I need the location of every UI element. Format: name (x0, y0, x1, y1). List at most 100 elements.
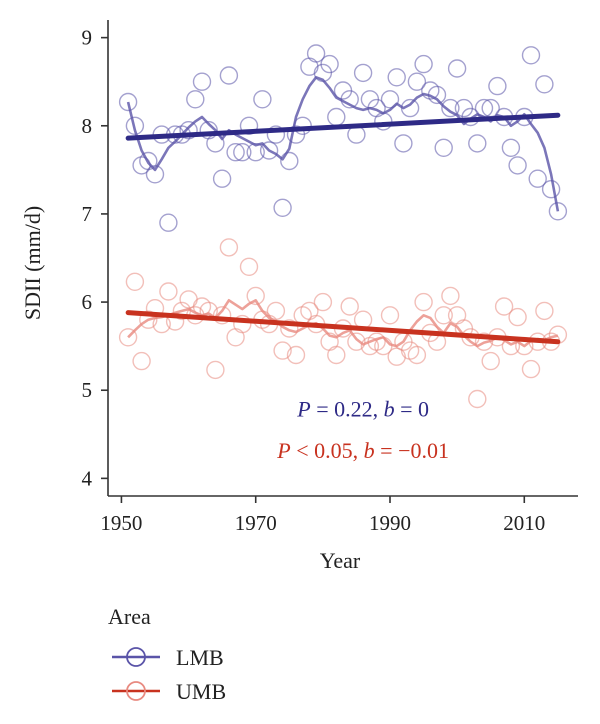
data-point-lmb (441, 98, 460, 118)
data-point-lmb (447, 59, 467, 78)
data-point-lmb (233, 142, 252, 162)
x-tick-label: 1970 (235, 511, 277, 535)
data-point-lmb (394, 134, 413, 153)
legend: Area LMB UMB (108, 604, 226, 704)
smoothed-line-lmb (126, 76, 560, 212)
data-point-umb (441, 286, 460, 306)
data-point-lmb (273, 198, 292, 218)
data-point-umb (447, 306, 467, 325)
data-point-lmb (179, 120, 198, 140)
legend-key-marker-umb (126, 681, 146, 701)
trend-line-umb (125, 310, 561, 345)
data-point-umb (313, 292, 333, 312)
data-point-lmb (306, 44, 326, 63)
data-point-lmb (253, 90, 272, 109)
data-point-lmb (320, 54, 339, 74)
y-tick-label: 4 (82, 466, 93, 490)
data-point-lmb (508, 156, 527, 175)
data-point-umb (280, 319, 299, 338)
data-point-umb (508, 307, 527, 327)
stat-annotation-1: P < 0.05, b = −0.01 (276, 438, 449, 463)
y-tick-label: 5 (82, 378, 93, 402)
stat-annotation-0: P = 0.22, b = 0 (296, 397, 429, 422)
data-point-lmb (535, 75, 554, 94)
data-point-lmb (468, 134, 487, 153)
data-point-lmb (414, 54, 433, 74)
axes: 1950 1970 1990 2010 4 5 6 7 8 9 (82, 20, 578, 535)
data-point-lmb (300, 57, 319, 76)
data-point-lmb (387, 68, 406, 87)
smoothed-line-umb (127, 298, 559, 348)
data-point-lmb (226, 142, 245, 162)
data-point-lmb (186, 90, 205, 109)
legend-item-lmb: LMB (112, 645, 224, 670)
data-point-umb (125, 272, 145, 291)
data-point-umb (233, 314, 252, 334)
data-point-umb (266, 301, 286, 321)
data-point-umb (239, 257, 259, 276)
data-point-lmb (528, 169, 547, 188)
data-point-lmb (280, 151, 299, 171)
series-lmb (118, 44, 568, 232)
data-point-umb (380, 306, 400, 325)
y-tick-label: 6 (82, 290, 93, 314)
data-point-umb (219, 238, 239, 257)
data-point-umb (132, 351, 151, 371)
legend-title: Area (108, 604, 151, 629)
data-point-lmb (374, 112, 393, 131)
data-point-lmb (145, 165, 165, 184)
data-point-umb (139, 310, 158, 329)
trend-line-lmb (125, 112, 561, 141)
data-point-lmb (246, 142, 265, 162)
data-point-lmb (212, 169, 232, 188)
legend-label-umb: UMB (176, 679, 226, 704)
data-point-lmb (159, 213, 178, 232)
data-point-lmb (266, 125, 286, 144)
data-point-umb (226, 328, 245, 347)
data-point-umb (118, 328, 138, 347)
data-point-umb (407, 345, 427, 365)
x-tick-label: 1990 (369, 511, 411, 535)
data-point-lmb (118, 92, 138, 112)
data-point-umb (347, 332, 366, 351)
data-point-lmb (327, 107, 346, 127)
y-tick-label: 9 (82, 26, 93, 50)
data-point-lmb (501, 138, 521, 158)
plot-area (118, 44, 568, 409)
data-point-lmb (407, 72, 427, 91)
data-point-lmb (488, 76, 507, 96)
x-tick-label: 2010 (503, 511, 545, 535)
data-point-umb (434, 306, 453, 325)
data-point-umb (414, 292, 433, 312)
legend-key-marker-lmb (126, 647, 146, 667)
data-point-lmb (353, 63, 373, 83)
legend-item-umb: UMB (112, 679, 226, 704)
data-point-lmb (239, 116, 259, 136)
data-point-lmb (541, 179, 561, 199)
data-point-umb (327, 345, 346, 365)
data-point-umb (474, 332, 494, 351)
data-point-umb (206, 360, 225, 380)
annotations: P = 0.22, b = 0 P < 0.05, b = −0.01 (276, 397, 449, 463)
data-point-lmb (380, 90, 400, 109)
x-axis-title: Year (320, 548, 361, 573)
data-point-lmb (548, 202, 568, 221)
y-tick-label: 7 (82, 202, 93, 226)
legend-label-lmb: LMB (176, 645, 224, 670)
data-point-umb (273, 341, 292, 360)
x-tick-label: 1950 (100, 511, 142, 535)
data-point-umb (468, 389, 487, 409)
data-point-lmb (259, 141, 279, 160)
data-point-umb (535, 301, 554, 321)
data-point-lmb (521, 46, 541, 65)
y-tick-label: 8 (82, 114, 93, 138)
data-point-umb (246, 286, 265, 306)
data-point-umb (521, 359, 541, 379)
data-point-umb (481, 351, 500, 371)
data-point-lmb (192, 72, 212, 91)
data-point-umb (340, 297, 359, 316)
data-point-lmb (219, 66, 239, 85)
data-point-umb (494, 297, 514, 316)
data-point-umb (159, 282, 178, 301)
